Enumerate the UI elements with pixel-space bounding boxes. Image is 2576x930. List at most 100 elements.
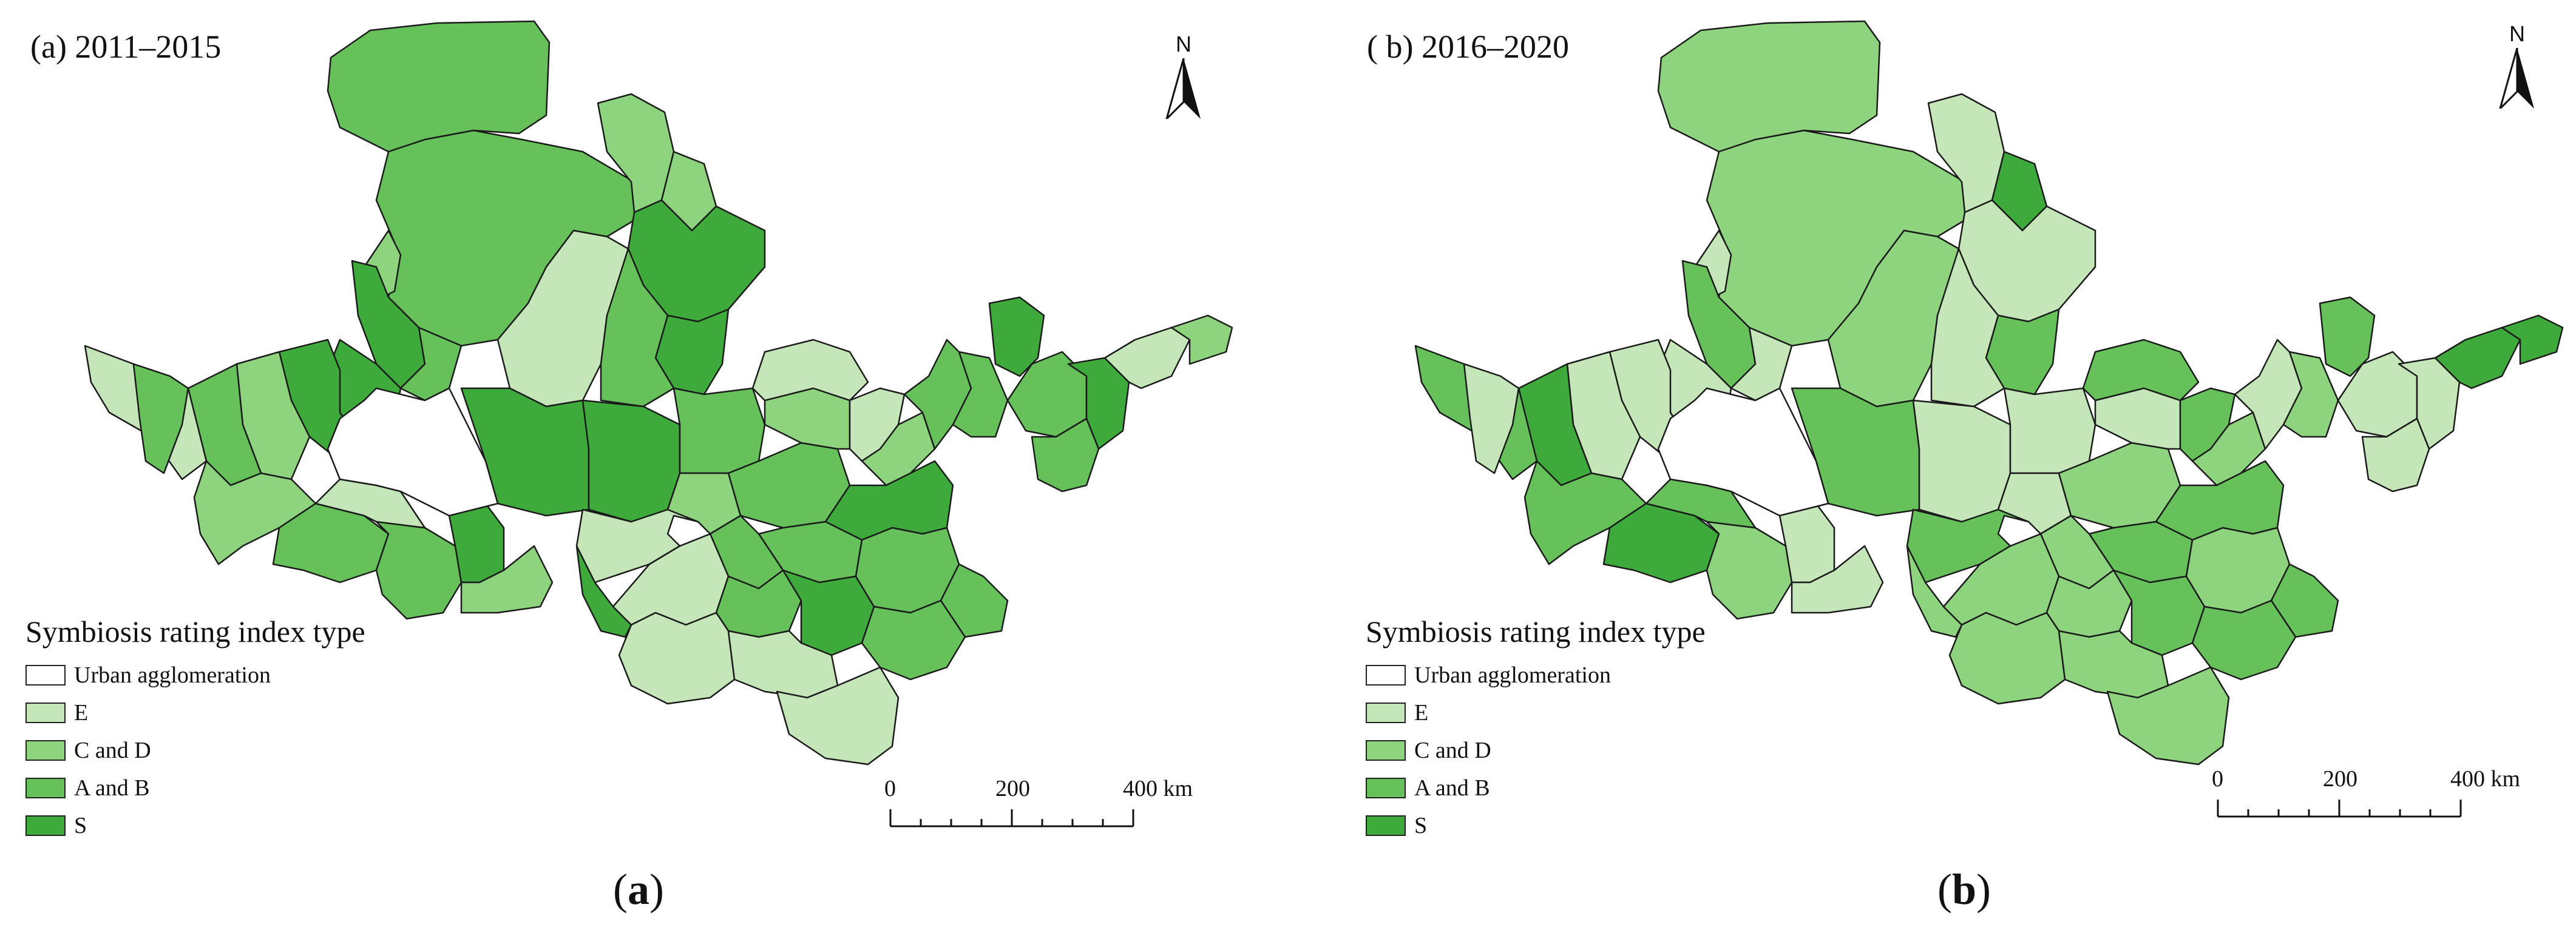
legend-swatch — [1366, 778, 1406, 798]
north-arrow-icon — [2499, 48, 2534, 109]
legend-swatch — [25, 740, 66, 761]
legend-swatch — [25, 665, 66, 686]
region-b-e-2 — [2282, 351, 2339, 438]
map-panel-b: ( b) 2016–2020 — [1288, 0, 2576, 930]
legend-item-a-b: A and B — [25, 769, 365, 807]
legend-item-s: S — [1366, 807, 1706, 844]
region-b-north-1 — [1657, 20, 1881, 153]
region-a-e-2 — [952, 351, 1009, 438]
region-a-sw-5 — [460, 545, 554, 614]
region-b-se-13 — [2058, 630, 2169, 699]
legend-title-a: Symbiosis rating index type — [25, 615, 365, 649]
region-a-c-4 — [581, 399, 681, 523]
caption-letter: b — [1951, 865, 1977, 914]
legend-swatch — [1366, 815, 1406, 836]
legend-label: A and B — [74, 775, 150, 801]
caption-a: (a) — [613, 864, 664, 915]
scale-bar-b: 0 200 400 km — [2212, 766, 2520, 832]
region-b-c-2 — [1930, 248, 2005, 408]
region-a-e-3 — [988, 296, 1045, 377]
legend-label: C and D — [74, 738, 151, 763]
north-arrow-icon — [1165, 58, 1201, 119]
scale-bar-ticks — [889, 809, 1134, 827]
legend-item-a-b: A and B — [1366, 769, 1706, 807]
legend-item-e: E — [1366, 694, 1706, 732]
region-map-b — [1414, 20, 2564, 766]
region-a-w-9 — [132, 363, 189, 474]
caption-letter: a — [627, 865, 649, 914]
region-b-sw-3 — [1706, 521, 1793, 620]
region-b-c-5 — [2003, 387, 2096, 474]
legend-label: A and B — [1414, 775, 1490, 801]
region-map-a — [84, 20, 1233, 766]
region-a-se-11 — [861, 599, 966, 681]
legend-title-b: Symbiosis rating index type — [1366, 615, 1706, 649]
north-label-b: N — [2509, 21, 2525, 46]
legend-b: Symbiosis rating index type Urban agglom… — [1366, 614, 1706, 844]
region-a-c-5 — [673, 387, 766, 474]
urban-area-b-2 — [1997, 514, 2042, 547]
legend-label: Urban agglomeration — [74, 662, 271, 688]
caption-close: ) — [649, 865, 664, 914]
region-a-north-1 — [327, 20, 551, 153]
scale-label-0: 0 — [2212, 766, 2223, 792]
region-a-e-8 — [1170, 314, 1233, 365]
region-b-sw-5 — [1791, 545, 1884, 614]
scale-label-0: 0 — [884, 776, 896, 801]
legend-swatch — [1366, 703, 1406, 723]
region-b-e-8 — [2501, 314, 2564, 365]
legend-a: Symbiosis rating index type Urban agglom… — [25, 614, 365, 844]
region-b-c-4 — [1912, 399, 2012, 523]
legend-label: E — [74, 700, 89, 726]
legend-label: Urban agglomeration — [1414, 662, 1611, 688]
region-a-sw-3 — [375, 521, 463, 620]
region-b-se-14 — [2106, 666, 2230, 766]
map-panel-a: (a) 2011–2015 — [25, 20, 1233, 915]
region-a-se-14 — [776, 666, 900, 766]
scale-label-200: 200 — [2323, 766, 2357, 792]
north-arrow-b: N — [2493, 21, 2541, 112]
legend-item-e: E — [25, 694, 365, 732]
region-a-se-12 — [618, 612, 736, 705]
region-a-se-13 — [727, 630, 839, 699]
legend-swatch — [1366, 740, 1406, 761]
urban-area-b — [1657, 387, 1829, 517]
caption-close: ) — [1976, 865, 1991, 914]
scale-bar-a: 0 200 400 km — [884, 775, 1193, 842]
north-label-a: N — [1176, 32, 1191, 56]
legend-item-c-d: C and D — [1366, 732, 1706, 769]
panel-title-a: (a) 2011–2015 — [30, 29, 222, 65]
caption-b: (b) — [1937, 864, 1991, 915]
legend-label: E — [1414, 700, 1429, 726]
legend-label: S — [1414, 813, 1428, 838]
legend-item-urban: Urban agglomeration — [25, 656, 365, 694]
legend-swatch — [25, 778, 66, 798]
caption-open: ( — [1937, 865, 1952, 914]
region-b-se-11 — [2191, 599, 2297, 681]
caption-open: ( — [613, 865, 628, 914]
scale-label-200: 200 — [995, 776, 1030, 801]
legend-label: S — [74, 813, 87, 838]
legend-label: C and D — [1414, 738, 1491, 763]
legend-swatch — [25, 703, 66, 723]
urban-area-a-2 — [666, 514, 711, 547]
scale-label-400: 400 km — [2450, 766, 2521, 792]
scale-bar-ticks — [2217, 800, 2462, 818]
legend-item-s: S — [25, 807, 365, 844]
region-a-e-6 — [1031, 417, 1100, 493]
region-b-e-6 — [2361, 417, 2430, 493]
region-b-e-7 — [2434, 326, 2521, 389]
legend-swatch — [25, 815, 66, 836]
panel-title-b: ( b) 2016–2020 — [1367, 29, 1569, 65]
scale-label-400: 400 km — [1123, 776, 1193, 801]
region-b-w-9 — [1463, 363, 1520, 474]
north-arrow-a: N — [1159, 32, 1208, 123]
region-a-c-2 — [600, 248, 675, 408]
legend-swatch — [1366, 665, 1406, 686]
urban-area-a — [327, 387, 499, 517]
legend-item-c-d: C and D — [25, 732, 365, 769]
legend-item-urban: Urban agglomeration — [1366, 656, 1706, 694]
region-b-se-12 — [1948, 612, 2066, 705]
region-b-e-3 — [2319, 296, 2376, 377]
region-a-e-7 — [1103, 326, 1191, 389]
